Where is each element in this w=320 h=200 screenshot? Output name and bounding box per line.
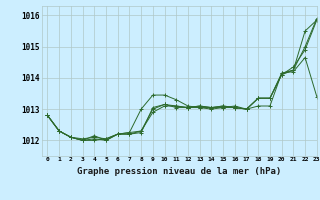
X-axis label: Graphe pression niveau de la mer (hPa): Graphe pression niveau de la mer (hPa) — [77, 167, 281, 176]
